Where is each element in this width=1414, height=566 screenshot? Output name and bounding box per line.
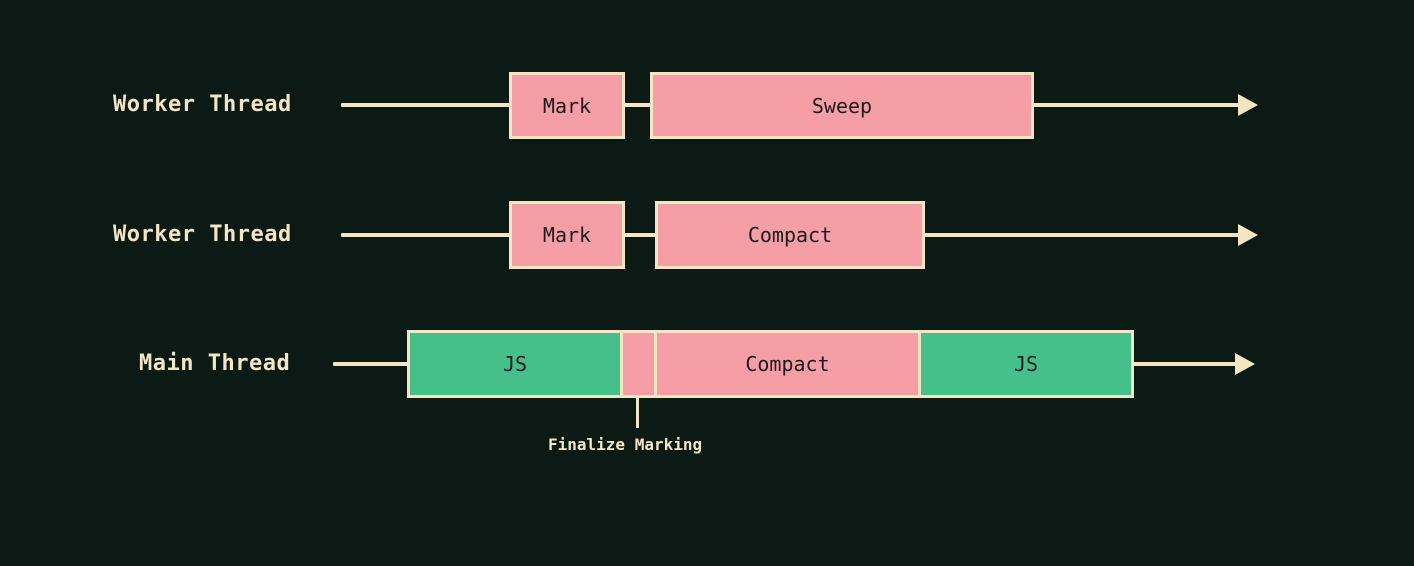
row-3-compact-block: Compact (654, 330, 921, 398)
row-1-mark-block: Mark (509, 72, 625, 139)
row-3-arrowhead (1235, 353, 1255, 375)
row-3-js-block-1: JS (407, 330, 623, 398)
finalize-marking-label: Finalize Marking (548, 435, 703, 454)
row-2-label: Worker Thread (113, 222, 292, 247)
row-2-compact-block: Compact (655, 201, 925, 269)
row-3-js-block-2: JS (918, 330, 1134, 398)
row-1-sweep-block: Sweep (650, 72, 1034, 139)
finalize-marking-pointer (636, 398, 639, 428)
row-2-arrowhead (1238, 224, 1258, 246)
row-2-mark-block: Mark (509, 201, 625, 269)
row-1-label: Worker Thread (113, 92, 292, 117)
row-1-arrowhead (1238, 94, 1258, 116)
row-3-finalize-marking-block (620, 330, 657, 398)
row-3-label: Main Thread (139, 351, 291, 376)
